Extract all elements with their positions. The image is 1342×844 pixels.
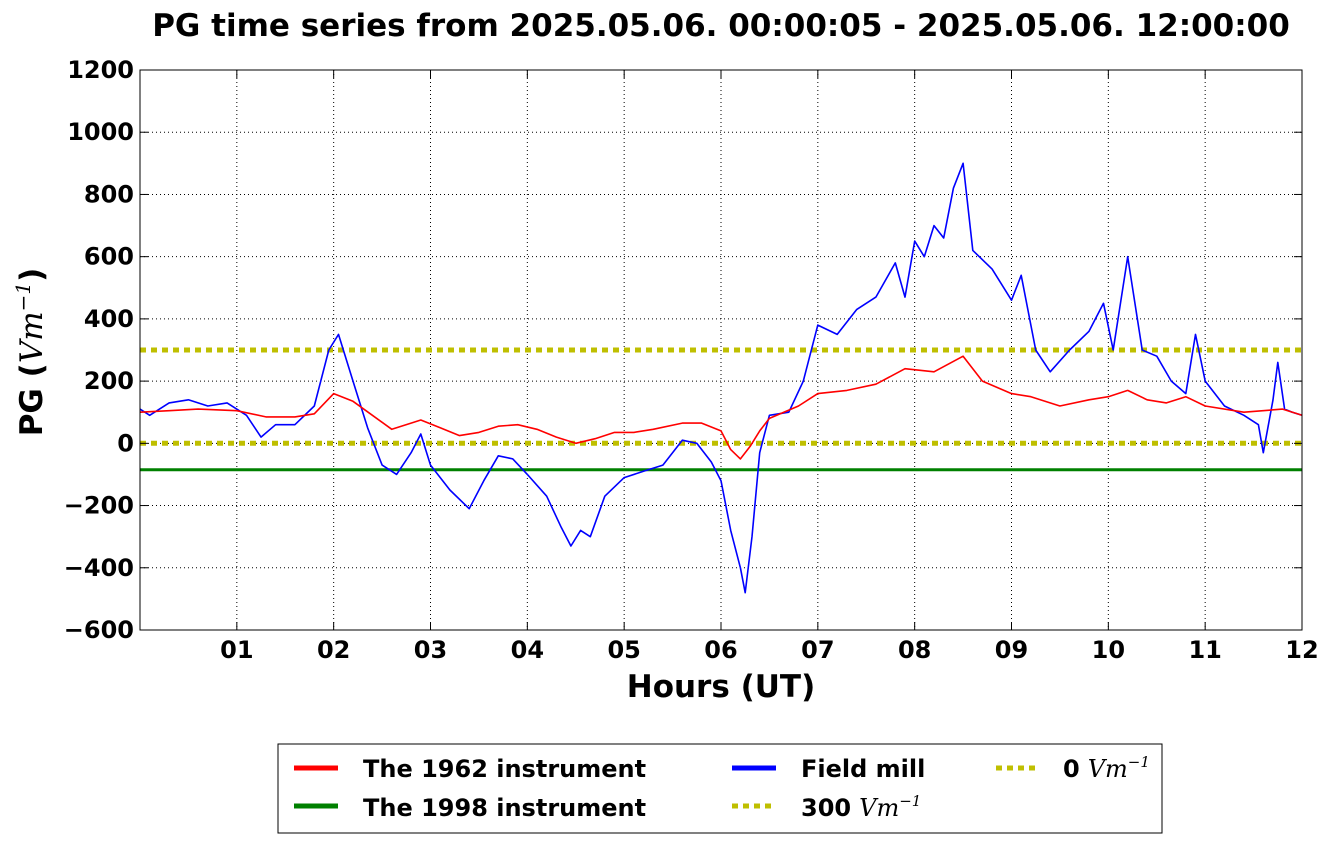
- y-tick-label: −600: [64, 616, 134, 644]
- axis-ticks: 01 02 03 04 05 06 07 08 09 10 11 12 −600 −400 −200 0 200…: [64, 56, 1319, 664]
- x-tick-label: 01: [220, 636, 253, 664]
- y-tick-label: 1000: [67, 118, 134, 146]
- y-axis-label-main: PG (: [14, 363, 50, 436]
- legend-label-300: 300 Vm−1: [801, 792, 921, 822]
- y-tick-label: 200: [84, 367, 134, 395]
- x-tick-label: 06: [704, 636, 737, 664]
- plot-series: [139, 162, 1303, 594]
- series-line-field-mill: [139, 162, 1303, 594]
- x-tick-label: 02: [317, 636, 350, 664]
- x-axis-label: Hours (UT): [627, 669, 816, 705]
- chart-title: PG time series from 2025.05.06. 00:00:05…: [152, 8, 1290, 44]
- x-tick-label: 11: [1188, 636, 1221, 664]
- y-tick-label: −400: [64, 554, 134, 582]
- x-tick-label: 08: [898, 636, 931, 664]
- y-tick-label: −200: [64, 492, 134, 520]
- x-tick-label: 03: [414, 636, 447, 664]
- x-tick-label: 12: [1285, 636, 1318, 664]
- x-tick-label: 09: [995, 636, 1028, 664]
- legend-label-1998: The 1998 instrument: [363, 794, 646, 822]
- y-axis-label-close: ): [14, 268, 50, 282]
- y-tick-label: 0: [117, 429, 134, 457]
- legend-label-0: 0 Vm−1: [1063, 753, 1150, 783]
- y-axis-label-exp: −1: [11, 282, 35, 311]
- y-tick-label: 1200: [67, 56, 134, 84]
- x-tick-label: 10: [1092, 636, 1125, 664]
- x-tick-label: 07: [801, 636, 834, 664]
- y-axis-label: PG (Vm−1): [11, 268, 50, 437]
- legend-label-field-mill: Field mill: [801, 755, 925, 783]
- y-axis-label-unit: Vm: [14, 311, 50, 363]
- y-tick-label: 400: [84, 305, 134, 333]
- series-line-the-1962-instrument: [139, 355, 1303, 460]
- y-tick-label: 800: [84, 180, 134, 208]
- y-tick-label: 600: [84, 243, 134, 271]
- legend-frame: [277, 743, 1163, 834]
- legend-label-1962: The 1962 instrument: [363, 755, 646, 783]
- x-tick-label: 04: [511, 636, 544, 664]
- x-tick-label: 05: [607, 636, 640, 664]
- grid-lines: [140, 70, 1302, 630]
- legend: The 1962 instrument The 1998 instrument …: [277, 743, 1163, 834]
